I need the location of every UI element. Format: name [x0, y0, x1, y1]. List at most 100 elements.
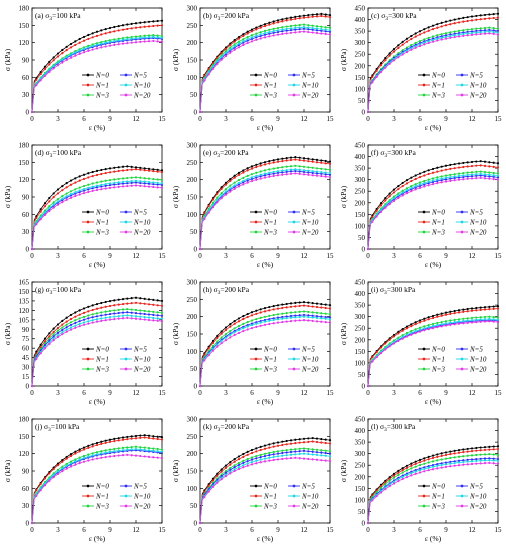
x-tick-label: 6: [82, 252, 86, 260]
data-point: [466, 319, 469, 322]
data-point: [289, 457, 293, 460]
legend-swatch-marker: [460, 83, 464, 87]
data-point: [423, 41, 426, 44]
data-point: [139, 302, 142, 305]
data-point: [272, 450, 275, 454]
data-point: [65, 464, 68, 467]
data-point: [156, 24, 159, 27]
data-point: [405, 466, 409, 469]
data-point: [139, 436, 142, 439]
data-point: [160, 314, 164, 317]
data-point: [427, 466, 430, 469]
data-point: [405, 50, 409, 54]
x-tick-label: 9: [444, 115, 448, 123]
legend-swatch-marker: [86, 83, 90, 87]
data-point: [95, 312, 99, 315]
data-point: [423, 179, 426, 183]
data-point: [78, 41, 81, 44]
data-point: [298, 304, 301, 308]
data-point: [156, 299, 159, 302]
data-point: [259, 453, 262, 456]
data-point: [449, 31, 452, 34]
panel-title: (a) σ3=100 kPa: [35, 11, 81, 22]
data-point: [246, 41, 249, 45]
data-point: [91, 308, 94, 312]
data-point: [298, 450, 301, 453]
data-point: [69, 317, 73, 321]
y-tick-label: 50: [190, 91, 198, 99]
data-point: [69, 53, 73, 56]
data-point: [457, 174, 461, 177]
data-point: [427, 169, 430, 172]
data-point: [259, 33, 262, 36]
data-point: [104, 182, 107, 186]
data-point: [298, 15, 301, 18]
data-point: [69, 190, 73, 193]
data-point: [87, 186, 90, 189]
data-point: [392, 59, 396, 62]
data-point: [207, 484, 210, 487]
data-point: [392, 342, 396, 345]
data-point: [324, 26, 327, 29]
data-point: [307, 310, 310, 314]
data-point: [237, 185, 241, 188]
data-point: [328, 452, 332, 455]
data-point: [453, 163, 456, 166]
legend-label: N=5: [469, 483, 483, 491]
data-point: [160, 456, 164, 460]
data-point: [220, 475, 223, 478]
data-point: [246, 167, 249, 170]
plot-frame: [367, 144, 499, 250]
data-point: [87, 446, 90, 449]
data-point: [250, 177, 254, 180]
legend-label: N=3: [95, 229, 109, 237]
y-tick-label: 50: [358, 508, 366, 516]
data-point: [475, 33, 478, 36]
y-tick-label: 250: [187, 159, 198, 167]
data-point: [117, 24, 120, 28]
data-point: [87, 37, 90, 41]
data-point: [117, 303, 120, 306]
data-point: [488, 448, 491, 451]
data-point: [436, 453, 439, 456]
x-tick-label: 3: [392, 526, 396, 534]
data-point: [152, 313, 155, 317]
data-point: [466, 463, 469, 466]
data-point: [276, 33, 280, 36]
data-point: [289, 24, 293, 28]
data-point: [156, 435, 159, 438]
legend-swatch-marker: [254, 83, 258, 87]
data-point: [220, 330, 223, 333]
data-point: [440, 21, 443, 24]
data-point: [39, 77, 42, 80]
data-point: [259, 26, 262, 29]
data-point: [496, 305, 500, 308]
data-point: [475, 321, 478, 324]
data-point: [74, 321, 77, 325]
data-point: [39, 343, 42, 346]
data-point: [250, 458, 254, 461]
data-point: [255, 32, 258, 35]
data-point: [113, 299, 116, 302]
data-point: [113, 38, 116, 41]
data-point: [130, 184, 133, 187]
data-point: [298, 158, 301, 162]
data-point: [453, 318, 456, 321]
data-point: [405, 335, 409, 338]
data-point: [483, 446, 487, 449]
data-point: [211, 477, 215, 480]
legend-swatch-marker: [124, 220, 128, 224]
data-point: [82, 187, 86, 191]
data-point: [496, 462, 500, 465]
data-point: [104, 319, 107, 322]
data-point: [410, 48, 413, 51]
legend-swatch-marker: [86, 494, 90, 498]
data-point: [52, 56, 55, 59]
data-point: [427, 465, 430, 468]
data-point: [250, 327, 254, 330]
data-point: [483, 170, 487, 174]
data-point: [492, 13, 495, 16]
data-point: [496, 166, 500, 169]
x-tick-label: 9: [276, 526, 280, 534]
